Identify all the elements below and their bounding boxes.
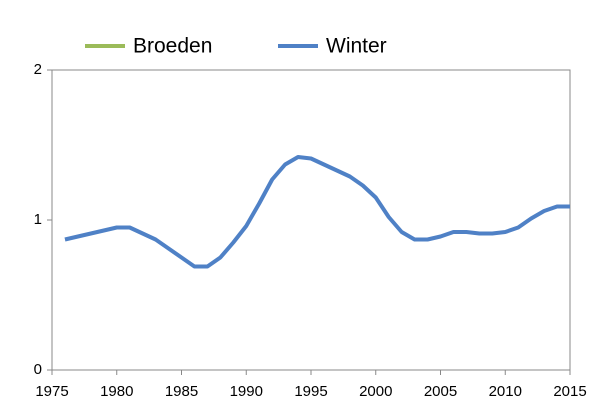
legend-label: Broeden bbox=[133, 35, 212, 58]
y-tick-label: 1 bbox=[34, 211, 42, 228]
x-tick-label: 2005 bbox=[424, 383, 457, 400]
x-tick-label: 1985 bbox=[165, 383, 198, 400]
x-tick-label: 1995 bbox=[294, 383, 327, 400]
legend-label: Winter bbox=[326, 35, 387, 58]
y-tick-label: 0 bbox=[34, 361, 42, 378]
plot-frame bbox=[51, 69, 571, 371]
x-tick-label: 1975 bbox=[35, 383, 68, 400]
x-tick-label: 1990 bbox=[230, 383, 263, 400]
x-tick-label: 2000 bbox=[359, 383, 392, 400]
x-tick-label: 2015 bbox=[553, 383, 586, 400]
x-tick-label: 2010 bbox=[489, 383, 522, 400]
series-line bbox=[64, 155, 570, 269]
x-tick-label: 1980 bbox=[100, 383, 133, 400]
y-tick-label: 2 bbox=[34, 61, 42, 78]
